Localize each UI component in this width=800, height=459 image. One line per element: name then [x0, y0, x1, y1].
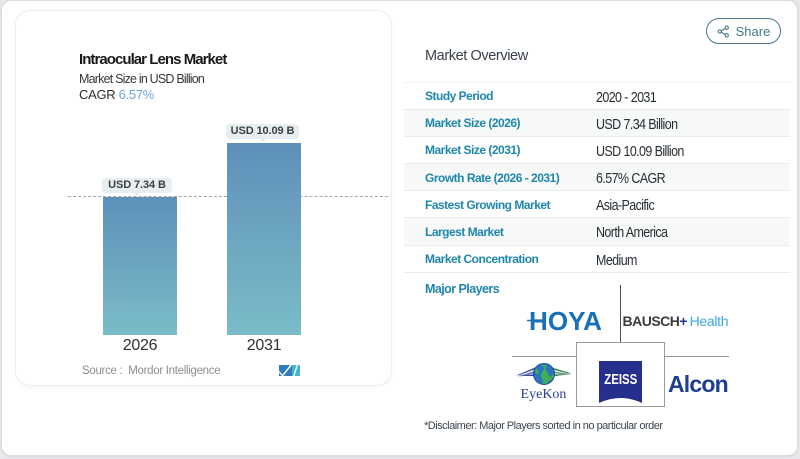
svg-text:ZEISS: ZEISS [604, 372, 637, 388]
